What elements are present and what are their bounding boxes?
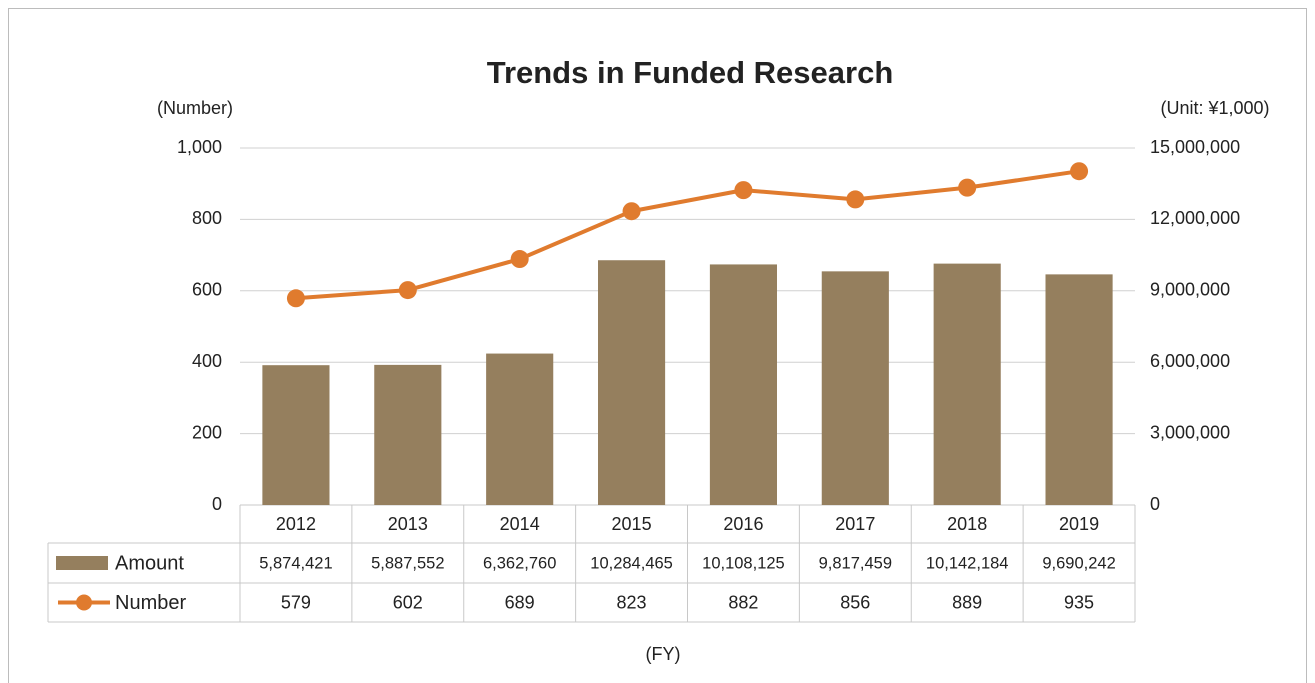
table-cell: 5,874,421 (259, 554, 332, 572)
chart-title: Trends in Funded Research (487, 55, 894, 90)
bar (821, 271, 889, 505)
legend-label: Amount (115, 552, 184, 574)
y-axis-label: (Number) (157, 98, 233, 118)
line-marker (1070, 162, 1089, 181)
y-tick-label: 0 (212, 494, 222, 514)
y-tick-label: 1,000 (177, 137, 222, 157)
bar (374, 364, 442, 505)
table-cell: 579 (281, 592, 311, 612)
table-cell: 689 (505, 592, 535, 612)
y-tick-label: 200 (192, 422, 222, 442)
bar (709, 264, 777, 505)
table-cell: 10,284,465 (590, 554, 673, 572)
bar (933, 263, 1001, 505)
line-series (295, 169, 1080, 301)
table-cell: 9,817,459 (819, 554, 892, 572)
table-cell: 889 (952, 592, 982, 612)
y2-tick-label: 15,000,000 (1150, 137, 1240, 157)
x-tick-label: 2018 (947, 514, 987, 534)
table-cell: 9,690,242 (1042, 554, 1115, 572)
bar (598, 260, 666, 505)
x-tick-label: 2015 (612, 514, 652, 534)
table-cell: 5,887,552 (371, 554, 444, 572)
legend-label: Number (115, 592, 186, 614)
y2-axis-label: (Unit: ¥1,000) (1160, 98, 1269, 118)
legend-key (76, 594, 92, 611)
table-cell: 10,142,184 (926, 554, 1009, 572)
table-cell: 935 (1064, 592, 1094, 612)
table-cell: 882 (728, 592, 758, 612)
y-tick-label: 800 (192, 208, 222, 228)
y2-tick-label: 9,000,000 (1150, 280, 1230, 300)
table-cell: 6,362,760 (483, 554, 556, 572)
line-marker (734, 181, 753, 200)
y2-tick-label: 12,000,000 (1150, 208, 1240, 228)
x-tick-label: 2016 (723, 514, 763, 534)
y-tick-label: 600 (192, 280, 222, 300)
x-tick-label: 2013 (388, 514, 428, 534)
legend-key (56, 556, 108, 570)
line-marker (846, 190, 865, 209)
line-marker (958, 178, 977, 197)
x-tick-label: 2017 (835, 514, 875, 534)
table-cell: 856 (840, 592, 870, 612)
x-tick-label: 2012 (276, 514, 316, 534)
chart-frame (8, 8, 1307, 683)
table-cell: 602 (393, 592, 423, 612)
line-marker (398, 281, 417, 300)
x-tick-label: 2014 (500, 514, 540, 534)
bar (1045, 274, 1113, 505)
x-axis-label: (FY) (646, 644, 681, 664)
y-tick-label: 400 (192, 351, 222, 371)
y2-tick-label: 6,000,000 (1150, 351, 1230, 371)
x-tick-label: 2019 (1059, 514, 1099, 534)
line-marker (622, 202, 641, 221)
bar (486, 353, 554, 505)
y2-tick-label: 0 (1150, 494, 1160, 514)
line-marker (510, 250, 529, 269)
bar (262, 365, 330, 505)
line-marker (286, 289, 305, 308)
table-cell: 823 (617, 592, 647, 612)
y2-tick-label: 3,000,000 (1150, 422, 1230, 442)
table-cell: 10,108,125 (702, 554, 785, 572)
